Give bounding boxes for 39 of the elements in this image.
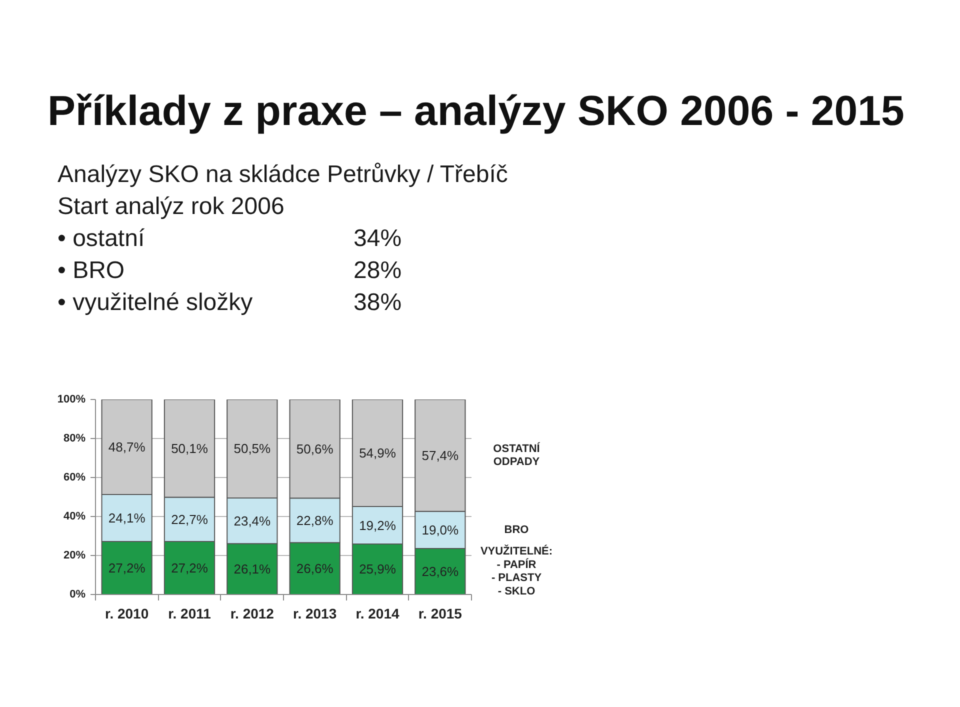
data-label: 19,2%: [359, 518, 396, 533]
y-tick-label: 20%: [63, 550, 86, 562]
text: • ostatní 34%: [58, 225, 402, 252]
data-label: 23,4%: [234, 513, 272, 528]
data-label: 26,6%: [296, 561, 334, 576]
data-label: 23,6%: [422, 564, 460, 579]
data-label: 50,5%: [234, 441, 272, 456]
y-tick-label: 40%: [63, 510, 86, 522]
data-label: 27,2%: [171, 560, 208, 576]
data-label: 54,9%: [359, 446, 396, 461]
data-label: 19,0%: [422, 522, 460, 538]
x-tick-label: r. 2010: [105, 606, 149, 622]
y-tick-label: 80%: [63, 432, 86, 444]
data-label: 22,8%: [296, 512, 334, 528]
y-tick-label: 0%: [70, 588, 86, 600]
data-label: 27,2%: [108, 560, 146, 576]
text: • využitelné složky 38%: [58, 289, 402, 316]
data-label: 26,1%: [234, 562, 272, 577]
x-tick-label: r. 2014: [356, 606, 400, 622]
y-tick-label: 60%: [63, 472, 86, 484]
text: BRO: [504, 524, 530, 536]
series-label: VYUŽITELNÉ: - PAPÍR - PLASTY - SKLO: [480, 544, 553, 598]
data-label: 25,9%: [359, 562, 396, 577]
text: Start analýz rok 2006: [58, 193, 284, 220]
data-label: 48,7%: [108, 439, 146, 454]
data-label: 24,1%: [108, 510, 146, 526]
x-tick-label: r. 2012: [230, 606, 274, 622]
data-label: 50,6%: [296, 441, 334, 456]
text: • BRO 28%: [58, 257, 402, 284]
chart-subtitle: Analýzy SKO na skládce Petrůvky / Třebíč: [58, 161, 508, 188]
text: OSTATNÍ ODPADY: [493, 442, 541, 468]
data-label: 22,7%: [171, 512, 208, 527]
chart-title: Příklady z praxe – analýzy SKO 2006 - 2015: [48, 87, 904, 134]
data-label: 57,4%: [422, 448, 460, 463]
data-label: 50,1%: [171, 440, 208, 456]
x-tick-label: r. 2011: [168, 606, 212, 622]
x-tick-label: r. 2013: [293, 606, 337, 622]
x-tick-label: r. 2015: [418, 606, 462, 622]
y-tick-label: 100%: [57, 394, 86, 406]
